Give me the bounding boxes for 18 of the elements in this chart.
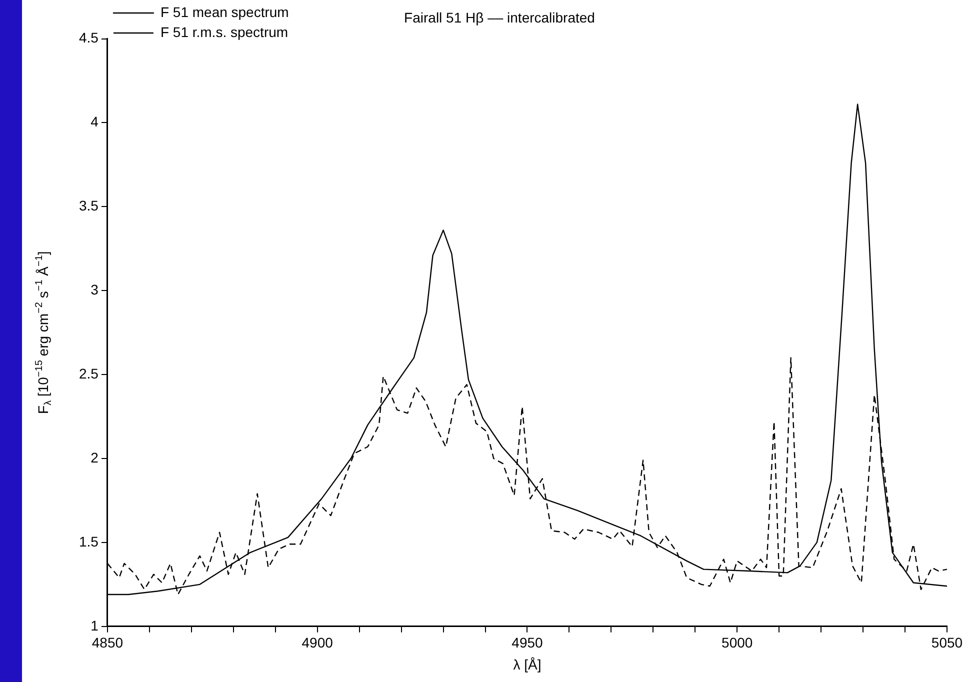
y-tick-label: 3.5 [78,198,99,214]
x-tick-label: 5050 [931,634,963,651]
x-tick-label: 4950 [512,634,544,651]
x-tick-label: 4900 [302,634,334,651]
y-tick-label: 4.5 [78,30,99,46]
chart-title: Fairall 51 Hβ –– intercalibrated [404,9,595,26]
x-tick-label: 4850 [92,634,124,651]
text: Fλ [10−15 erg cm−2 s−1 Å−1] [34,251,54,414]
y-tick-label: 1.5 [78,533,99,550]
legend-label: F 51 r.m.s. spectrum [160,24,288,40]
legend-label: F 51 mean spectrum [160,4,289,20]
x-tick-label: 5000 [722,634,753,651]
y-tick-label: 3 [90,281,99,298]
x-axis-title: λ [Å] [513,656,542,672]
y-tick-label: 2 [90,449,99,466]
y-tick-label: 2.5 [78,365,99,382]
y-tick-label: 4 [90,114,99,130]
y-tick-label: 1 [90,617,99,634]
